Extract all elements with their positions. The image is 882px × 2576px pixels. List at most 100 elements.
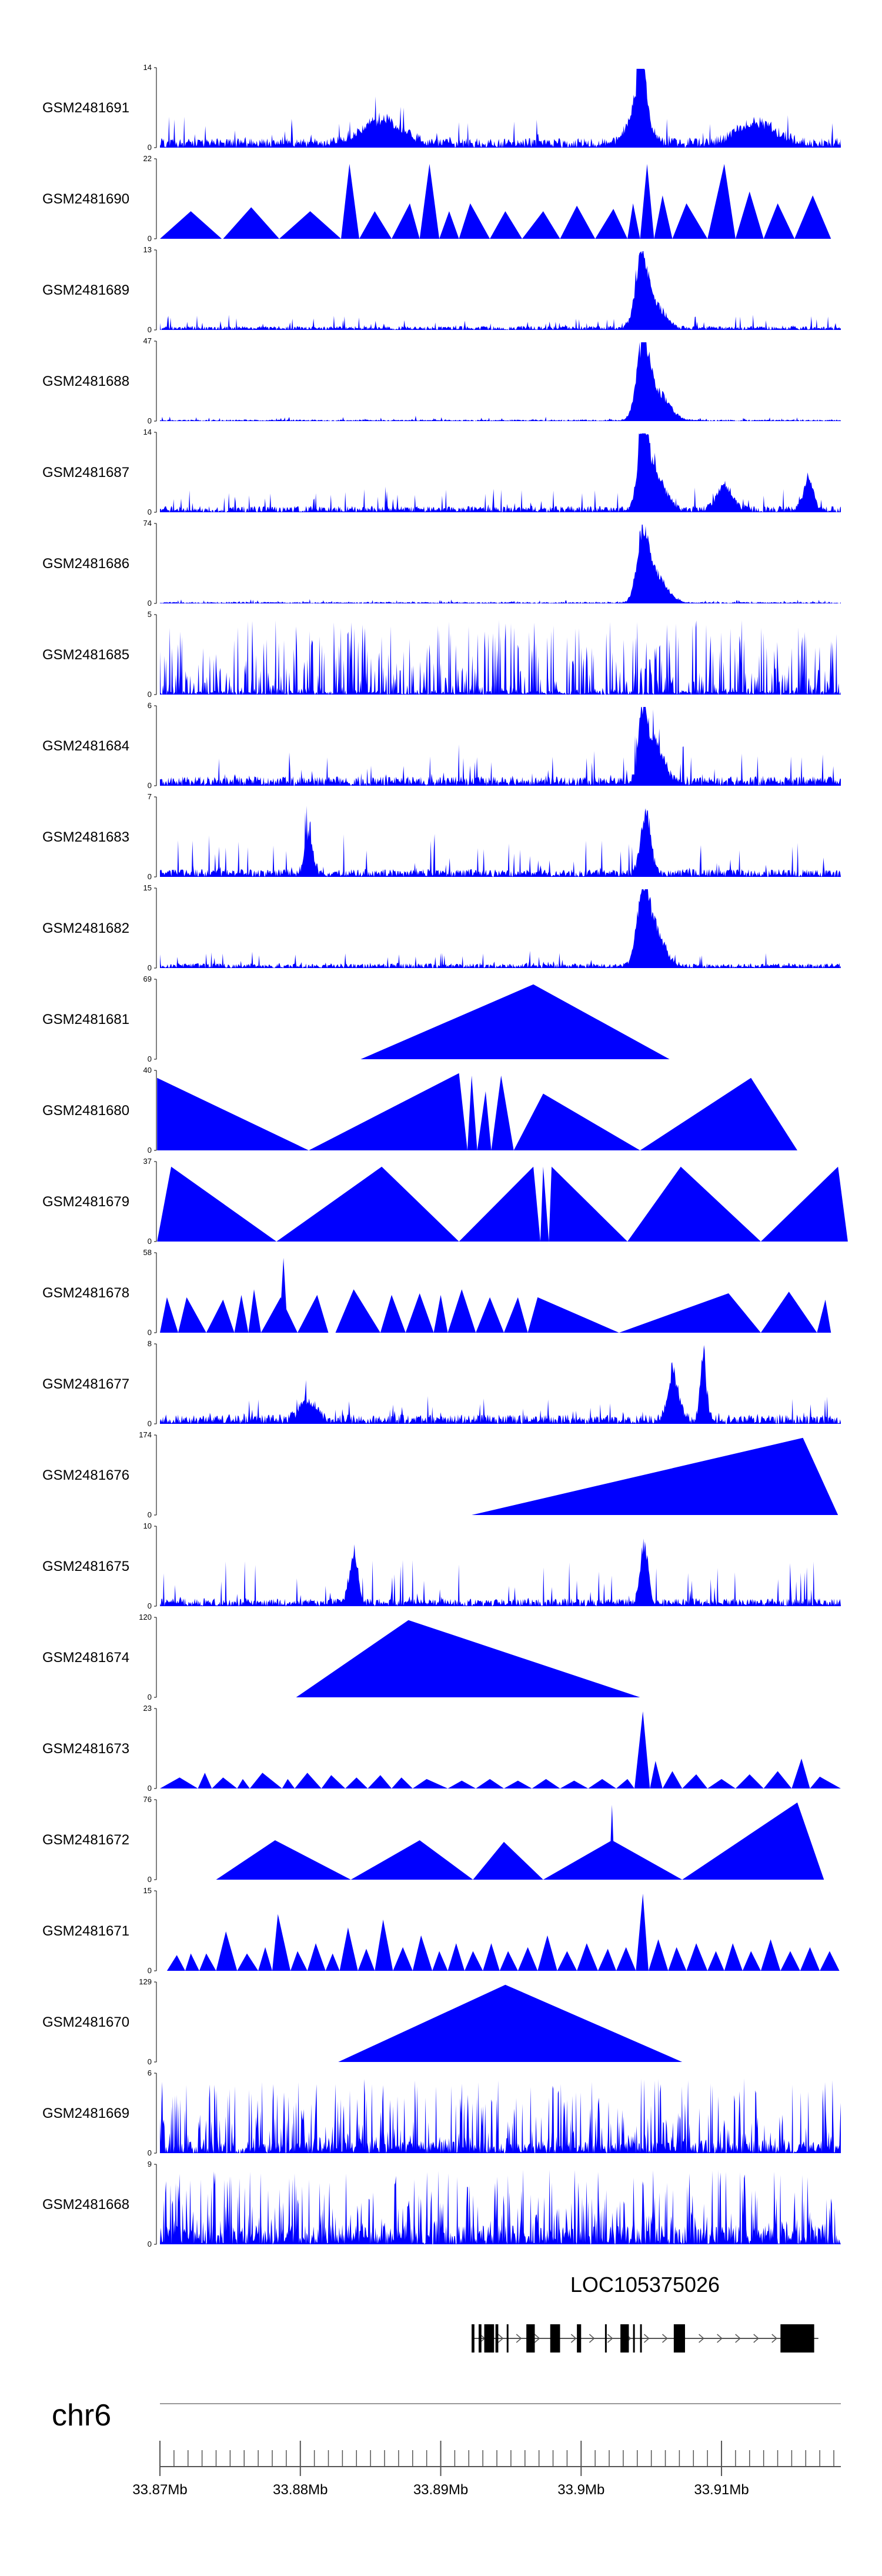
coverage-triangle — [360, 984, 670, 1059]
y-tick-label-min: 0 — [148, 234, 152, 243]
coverage-triangle — [325, 1953, 340, 1971]
strand-arrow — [644, 2334, 650, 2343]
coverage-triangle — [260, 1297, 298, 1333]
coverage-triangle — [412, 1935, 433, 1971]
x-tick-label: 33.9Mb — [557, 2482, 604, 2498]
y-tick-label-min: 0 — [148, 2057, 152, 2066]
track-GSM2481685: GSM2481685 5 0 — [42, 610, 841, 699]
coverage-triangle — [282, 1778, 295, 1788]
coverage-triangle — [338, 1984, 683, 2062]
y-tick-label-max: 129 — [139, 1977, 152, 1986]
coverage-triangle — [682, 1802, 824, 1880]
y-tick-label-max: 76 — [143, 1795, 152, 1804]
coverage-triangle — [540, 1166, 549, 1242]
coverage-area — [160, 806, 841, 877]
coverage-triangle — [309, 1073, 467, 1150]
strand-arrow — [662, 2334, 668, 2343]
y-tick-label-max: 120 — [139, 1613, 152, 1621]
y-tick-label-min: 0 — [148, 1328, 152, 1337]
coverage-triangle — [185, 1953, 199, 1971]
coverage-triangle — [662, 1771, 683, 1788]
track-label: GSM2481687 — [42, 465, 129, 481]
coverage-triangle — [597, 1948, 616, 1971]
coverage-triangle — [234, 1294, 249, 1333]
coverage-triangle — [476, 1297, 504, 1333]
y-tick-label-max: 6 — [148, 2068, 152, 2077]
y-tick-label-min: 0 — [148, 508, 152, 516]
y-tick-label-min: 0 — [148, 690, 152, 699]
y-tick-label-max: 174 — [139, 1430, 152, 1439]
track-label: GSM2481686 — [42, 556, 129, 572]
coverage-triangle — [160, 1777, 198, 1788]
coverage-triangle — [724, 1943, 743, 1971]
coverage-area — [160, 1345, 841, 1424]
coverage-triangle — [800, 1947, 820, 1971]
y-tick-label-min: 0 — [148, 1237, 152, 1246]
y-tick-label-max: 15 — [143, 883, 152, 892]
coverage-triangle — [791, 1759, 810, 1788]
track-GSM2481689: GSM2481689 13 0 — [42, 245, 841, 334]
track-GSM2481669: GSM2481669 6 0 — [42, 2068, 841, 2157]
coverage-triangle — [616, 1947, 636, 1971]
coverage-triangle — [341, 163, 359, 239]
coverage-triangle — [459, 1166, 540, 1242]
coverage-triangle — [290, 1951, 308, 1971]
coverage-triangle — [595, 209, 628, 239]
y-tick-label-min: 0 — [148, 1693, 152, 1701]
y-tick-label-min: 0 — [148, 1966, 152, 1975]
coverage-triangle — [433, 1294, 448, 1333]
coverage-triangle — [672, 203, 708, 239]
coverage-triangle — [237, 1778, 250, 1788]
coverage-triangle — [640, 163, 654, 239]
coverage-triangle — [634, 1711, 650, 1788]
gene-exon — [478, 2324, 482, 2353]
coverage-triangle — [707, 1951, 724, 1971]
coverage-triangle — [654, 195, 673, 239]
strand-arrow — [735, 2334, 741, 2343]
coverage-triangle — [368, 1775, 392, 1788]
track-label: GSM2481674 — [42, 1650, 129, 1666]
track-label: GSM2481671 — [42, 1923, 129, 1939]
coverage-triangle — [212, 1777, 238, 1788]
y-tick-label-max: 14 — [143, 63, 152, 72]
track-label: GSM2481691 — [42, 100, 129, 116]
coverage-triangle — [160, 211, 222, 239]
coverage-triangle — [412, 1778, 448, 1788]
coverage-triangle — [295, 1773, 322, 1788]
track-label: GSM2481680 — [42, 1103, 129, 1119]
coverage-triangle — [577, 1943, 598, 1971]
coverage-triangle — [549, 1166, 628, 1242]
coverage-triangle — [532, 1778, 560, 1788]
track-GSM2481677: GSM2481677 8 0 — [42, 1339, 841, 1428]
coverage-area — [160, 707, 841, 786]
y-tick-label-min: 0 — [148, 599, 152, 608]
coverage-triangle — [248, 1289, 261, 1333]
coverage-triangle — [206, 1299, 235, 1333]
gene-exon — [620, 2324, 629, 2353]
gene-track: LOC105375026 — [472, 2273, 818, 2353]
gene-exon — [550, 2324, 560, 2353]
track-GSM2481683: GSM2481683 7 0 — [42, 792, 841, 881]
track-label: GSM2481678 — [42, 1285, 129, 1301]
coverage-triangle — [359, 211, 392, 239]
gene-exon — [633, 2324, 635, 2353]
coverage-triangle — [157, 1077, 309, 1150]
track-GSM2481674: GSM2481674 120 0 — [42, 1613, 640, 1701]
track-label: GSM2481688 — [42, 373, 129, 389]
coverage-triangle — [491, 1075, 514, 1150]
track-GSM2481684: GSM2481684 6 0 — [42, 701, 841, 790]
coverage-triangle — [616, 1778, 634, 1788]
track-label: GSM2481670 — [42, 2014, 129, 2030]
coverage-triangle — [419, 163, 440, 239]
coverage-triangle — [522, 211, 560, 239]
coverage-triangle — [473, 1841, 543, 1880]
x-tick-label: 33.89Mb — [413, 2482, 468, 2498]
y-tick-label-min: 0 — [148, 325, 152, 334]
coverage-triangle — [375, 1919, 393, 1971]
y-tick-label-min: 0 — [148, 781, 152, 790]
coverage-area — [160, 2170, 841, 2244]
coverage-triangle — [258, 1947, 272, 1971]
x-tick-label: 33.88Mb — [273, 2482, 328, 2498]
track-GSM2481686: GSM2481686 74 0 — [42, 519, 841, 608]
coverage-triangle — [763, 203, 795, 239]
